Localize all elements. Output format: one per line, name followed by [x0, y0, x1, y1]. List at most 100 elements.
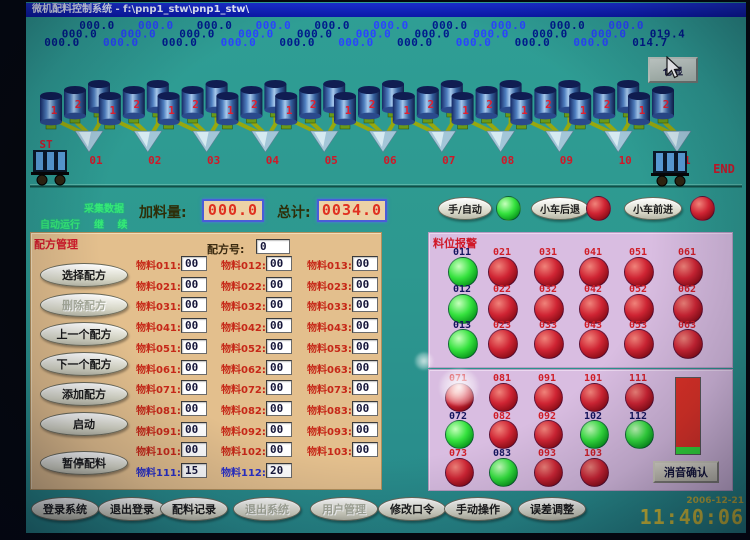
- recipe-button-5[interactable]: 启动: [40, 412, 128, 436]
- recipe-button-3[interactable]: 下一个配方: [40, 352, 128, 376]
- alarm-light-072[interactable]: [444, 420, 474, 449]
- material-input[interactable]: 00: [352, 318, 378, 333]
- bin-digit: 1: [286, 104, 293, 117]
- material-input[interactable]: 00: [352, 380, 378, 395]
- material-input[interactable]: 00: [181, 422, 207, 437]
- material-label: 物料081:: [136, 406, 181, 417]
- material-input[interactable]: 00: [352, 401, 378, 416]
- material-input[interactable]: 00: [352, 360, 378, 375]
- alarm-light-091[interactable]: [533, 383, 563, 412]
- material-label: 物料022:: [221, 282, 266, 293]
- material-input[interactable]: 00: [181, 256, 207, 271]
- bottom-button-0[interactable]: 登录系统: [31, 497, 99, 521]
- alarm-light-112[interactable]: [624, 420, 654, 449]
- bottom-button-1[interactable]: 退出登录: [98, 497, 166, 521]
- bin-digit: 2: [486, 98, 493, 111]
- material-input[interactable]: 00: [352, 297, 378, 312]
- material-input[interactable]: 00: [181, 318, 207, 333]
- alarm-light-021[interactable]: [488, 257, 518, 287]
- material-label: 物料102:: [221, 447, 266, 458]
- alarm-light-081[interactable]: [488, 383, 518, 412]
- bin-digit: 2: [310, 98, 317, 111]
- material-input[interactable]: 00: [266, 442, 292, 457]
- bottom-button-7[interactable]: 误差调整: [518, 497, 586, 521]
- mode-button-2[interactable]: 小车前进: [624, 197, 682, 220]
- material-input[interactable]: 00: [181, 360, 207, 375]
- material-input[interactable]: 00: [352, 277, 378, 292]
- material-input[interactable]: 00: [266, 297, 292, 312]
- bottom-button-3: 退出系统: [233, 497, 301, 521]
- hopper-group-label: 07: [442, 154, 455, 167]
- bottom-button-2[interactable]: 配料记录: [160, 497, 228, 521]
- bin-digit: 2: [663, 98, 670, 111]
- bin-weight-value: 000.0: [256, 19, 292, 32]
- alarm-light-111[interactable]: [624, 383, 654, 412]
- material-input[interactable]: 00: [266, 401, 292, 416]
- mode-button-1[interactable]: 小车后退: [531, 197, 589, 220]
- bottom-button-6[interactable]: 手动操作: [444, 497, 512, 521]
- recipe-number-input[interactable]: 0: [256, 239, 290, 254]
- material-input[interactable]: 00: [181, 277, 207, 292]
- material-input[interactable]: 00: [266, 277, 292, 292]
- hopper-group-label: 04: [266, 154, 280, 167]
- bin-digit: 1: [51, 104, 58, 117]
- alarm-light-023[interactable]: [488, 329, 518, 359]
- material-input[interactable]: 00: [266, 380, 292, 395]
- material-input[interactable]: 00: [266, 360, 292, 375]
- cart-end: [651, 151, 689, 187]
- material-input[interactable]: 00: [181, 401, 207, 416]
- alarm-light-053[interactable]: [624, 329, 654, 359]
- material-label: 物料052:: [221, 344, 266, 355]
- recipe-button-4[interactable]: 添加配方: [40, 382, 128, 406]
- alarm-light-102[interactable]: [579, 420, 609, 449]
- mute-ack-button[interactable]: 消音确认: [653, 461, 719, 483]
- material-input[interactable]: 00: [266, 318, 292, 333]
- material-input[interactable]: 00: [181, 339, 207, 354]
- alarm-light-051[interactable]: [624, 257, 654, 287]
- alarm-light-061[interactable]: [673, 257, 703, 287]
- status-auto-run: 自动运行: [40, 220, 80, 231]
- material-input[interactable]: 00: [352, 256, 378, 271]
- alarm-light-041[interactable]: [579, 257, 609, 287]
- alarm-light-071[interactable]: [444, 383, 474, 412]
- material-input[interactable]: 00: [352, 339, 378, 354]
- material-input[interactable]: 00: [266, 422, 292, 437]
- mode-button-0[interactable]: 手/自动: [438, 197, 492, 220]
- alarm-light-043[interactable]: [579, 329, 609, 359]
- material-input[interactable]: 00: [266, 339, 292, 354]
- material-input[interactable]: 00: [352, 442, 378, 457]
- material-input[interactable]: 15: [181, 463, 207, 478]
- material-input[interactable]: 00: [181, 442, 207, 457]
- bin-digit: 2: [75, 98, 82, 111]
- hopper-group-label: 10: [619, 154, 632, 167]
- recipe-button-0[interactable]: 选择配方: [40, 263, 128, 287]
- alarm-light-033[interactable]: [534, 329, 564, 359]
- alarm-light-073[interactable]: [444, 458, 474, 487]
- alarm-light-101[interactable]: [579, 383, 609, 412]
- alarm-light-093[interactable]: [533, 458, 563, 487]
- bottom-button-5[interactable]: 修改口令: [378, 497, 446, 521]
- material-label: 物料032:: [221, 302, 266, 313]
- alarm-light-063[interactable]: [673, 329, 703, 359]
- material-input[interactable]: 00: [181, 297, 207, 312]
- alarm-light-083[interactable]: [488, 458, 518, 487]
- hopper-group-label: 06: [383, 154, 397, 167]
- material-input[interactable]: 00: [352, 422, 378, 437]
- alarm-light-011[interactable]: [448, 257, 478, 287]
- clock-time: 11:40:06: [639, 505, 744, 529]
- alarm-light-013[interactable]: [448, 329, 478, 359]
- material-input[interactable]: 00: [181, 380, 207, 395]
- material-label: 物料083:: [307, 406, 352, 417]
- alarm-light-092[interactable]: [533, 420, 563, 449]
- recipe-button-2[interactable]: 上一个配方: [40, 322, 128, 346]
- recipe-button-6[interactable]: 暂停配料: [40, 451, 128, 475]
- alarm-light-103[interactable]: [579, 458, 609, 487]
- bottom-button-4: 用户管理: [310, 497, 378, 521]
- material-label: 物料012:: [221, 261, 266, 272]
- material-label: 物料031:: [136, 302, 181, 313]
- material-input[interactable]: 20: [266, 463, 292, 478]
- alarm-light-082[interactable]: [488, 420, 518, 449]
- alarm-light-031[interactable]: [534, 257, 564, 287]
- end-label: END: [713, 162, 735, 176]
- material-input[interactable]: 00: [266, 256, 292, 271]
